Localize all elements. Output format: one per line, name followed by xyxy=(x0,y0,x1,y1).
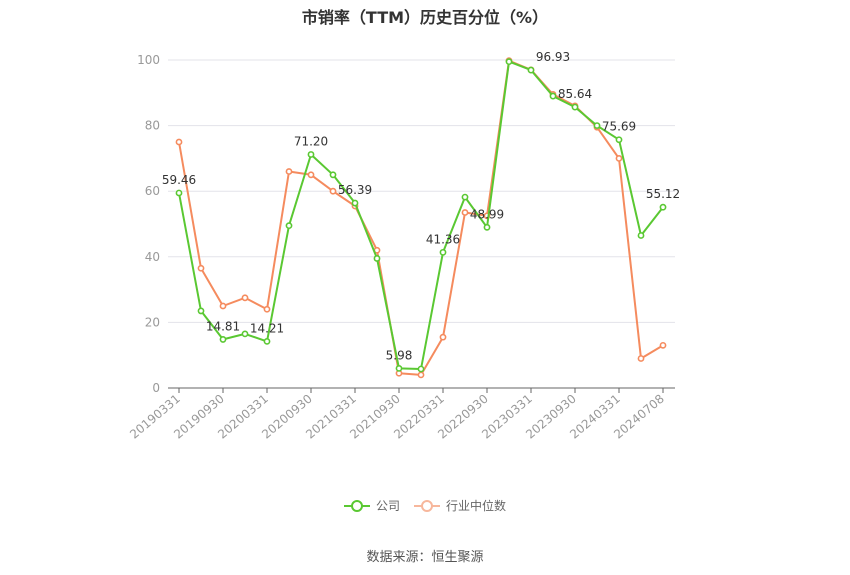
data-point-company[interactable] xyxy=(417,365,425,373)
legend: 公司 行业中位数 xyxy=(0,497,850,514)
data-source-note: 数据来源：恒生聚源 xyxy=(366,550,484,565)
data-point-industry-median[interactable] xyxy=(461,209,469,216)
grid-lines xyxy=(168,59,675,323)
data-point-industry-median[interactable] xyxy=(285,168,293,175)
axes: 0204060801002019033120190930202003312020… xyxy=(127,53,675,442)
data-point-industry-median[interactable] xyxy=(197,264,205,272)
data-point-company[interactable] xyxy=(263,337,271,345)
data-point-company[interactable] xyxy=(593,122,601,129)
data-label: 55.12 xyxy=(646,187,680,201)
data-point-company[interactable] xyxy=(571,103,579,111)
data-point-company[interactable] xyxy=(483,223,491,231)
data-point-industry-median[interactable] xyxy=(637,355,645,362)
data-label: 14.21 xyxy=(250,321,284,335)
legend-company-marker-icon xyxy=(343,499,370,512)
legend-item-company[interactable]: 公司 xyxy=(343,497,400,514)
data-label: 41.36 xyxy=(426,232,460,246)
data-point-company[interactable] xyxy=(175,189,183,197)
chart-title: 市销率（TTM）历史百分位（%） xyxy=(301,8,549,27)
data-point-industry-median[interactable] xyxy=(659,341,667,349)
data-point-industry-median[interactable] xyxy=(219,302,227,310)
data-point-industry-median[interactable] xyxy=(615,154,623,162)
data-point-company[interactable] xyxy=(549,92,557,100)
data-label: 56.39 xyxy=(338,183,372,197)
data-point-company[interactable] xyxy=(461,193,469,201)
data-point-company[interactable] xyxy=(439,248,447,256)
data-point-company[interactable] xyxy=(615,136,623,144)
data-label: 48.99 xyxy=(470,207,504,221)
data-point-industry-median[interactable] xyxy=(329,187,337,195)
data-label: 14.81 xyxy=(206,319,240,333)
data-label: 96.93 xyxy=(536,50,570,64)
data-point-company[interactable] xyxy=(241,330,249,338)
data-point-company[interactable] xyxy=(395,364,403,372)
y-tick-label: 80 xyxy=(145,119,160,133)
data-point-industry-median[interactable] xyxy=(307,171,315,179)
data-label: 5.98 xyxy=(386,348,413,362)
data-labels: 59.46 14.81 14.21 71.20 56.39 5.98 41.36 48.99 9… xyxy=(162,50,680,362)
data-point-company[interactable] xyxy=(285,222,293,230)
legend-item-industry-median[interactable]: 行业中位数 xyxy=(414,497,506,514)
data-point-company[interactable] xyxy=(505,58,513,66)
data-point-company[interactable] xyxy=(637,232,645,239)
y-tick-label: 20 xyxy=(145,315,160,329)
data-label: 85.64 xyxy=(558,87,592,101)
data-point-company[interactable] xyxy=(197,307,205,315)
data-point-industry-median[interactable] xyxy=(439,333,447,341)
data-point-company[interactable] xyxy=(351,199,359,207)
legend-industry-marker-icon xyxy=(414,499,440,512)
data-point-industry-median[interactable] xyxy=(417,371,425,379)
data-point-company[interactable] xyxy=(373,255,381,262)
data-label: 59.46 xyxy=(162,173,196,187)
data-point-company[interactable] xyxy=(219,336,227,343)
data-point-industry-median[interactable] xyxy=(175,138,183,146)
data-label: 75.69 xyxy=(602,120,636,134)
y-tick-label: 60 xyxy=(145,184,160,198)
legend-company-label: 公司 xyxy=(375,499,400,513)
legend-industry-label: 行业中位数 xyxy=(446,499,507,513)
y-tick-label: 100 xyxy=(137,53,160,67)
data-point-industry-median[interactable] xyxy=(241,294,249,302)
data-label: 71.20 xyxy=(294,134,328,148)
data-point-company[interactable] xyxy=(527,66,535,74)
y-tick-label: 0 xyxy=(152,381,160,395)
data-point-company[interactable] xyxy=(659,203,667,211)
series-lines xyxy=(175,57,667,379)
data-point-company[interactable] xyxy=(307,151,315,158)
data-point-industry-median[interactable] xyxy=(263,305,271,313)
y-tick-label: 40 xyxy=(145,250,160,264)
data-point-company[interactable] xyxy=(329,171,337,179)
